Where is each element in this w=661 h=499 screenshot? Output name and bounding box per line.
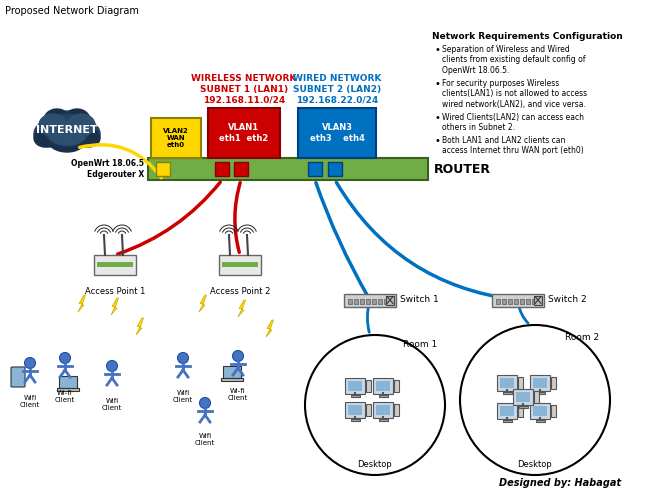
Polygon shape — [266, 320, 274, 337]
FancyBboxPatch shape — [532, 298, 536, 303]
Polygon shape — [238, 300, 245, 317]
Text: ROUTER: ROUTER — [434, 163, 491, 176]
Text: Switch 2: Switch 2 — [548, 295, 586, 304]
FancyBboxPatch shape — [497, 375, 517, 391]
FancyBboxPatch shape — [500, 378, 514, 388]
FancyBboxPatch shape — [518, 406, 527, 408]
Text: Proposed Network Diagram: Proposed Network Diagram — [5, 6, 139, 16]
FancyBboxPatch shape — [219, 255, 261, 275]
FancyBboxPatch shape — [59, 376, 77, 388]
FancyBboxPatch shape — [360, 298, 364, 303]
FancyBboxPatch shape — [234, 162, 248, 176]
FancyBboxPatch shape — [350, 395, 360, 397]
Circle shape — [59, 352, 71, 363]
Text: WIRELESS NETWORK
SUBNET 1 (LAN1)
192.168.11.0/24: WIRELESS NETWORK SUBNET 1 (LAN1) 192.168… — [191, 74, 297, 104]
FancyBboxPatch shape — [354, 298, 358, 303]
FancyBboxPatch shape — [534, 391, 539, 403]
FancyBboxPatch shape — [551, 405, 557, 417]
Ellipse shape — [39, 114, 67, 136]
Polygon shape — [199, 295, 206, 312]
FancyBboxPatch shape — [156, 162, 170, 176]
Text: Both LAN1 and LAN2 clients can
access Internet thru WAN port (eth0): Both LAN1 and LAN2 clients can access In… — [442, 136, 584, 155]
FancyBboxPatch shape — [516, 392, 530, 402]
FancyBboxPatch shape — [497, 403, 517, 419]
FancyBboxPatch shape — [222, 262, 258, 267]
FancyBboxPatch shape — [373, 378, 393, 394]
FancyBboxPatch shape — [533, 378, 547, 388]
FancyBboxPatch shape — [372, 298, 376, 303]
Text: •: • — [434, 136, 440, 146]
FancyBboxPatch shape — [386, 295, 394, 304]
Ellipse shape — [67, 114, 95, 136]
FancyBboxPatch shape — [502, 298, 506, 303]
FancyBboxPatch shape — [308, 162, 322, 176]
Text: Access Point 1: Access Point 1 — [85, 287, 145, 296]
Text: Wired Clients(LAN2) can access each
others in Subnet 2.: Wired Clients(LAN2) can access each othe… — [442, 113, 584, 132]
Text: Room 1: Room 1 — [403, 340, 437, 349]
FancyBboxPatch shape — [508, 298, 512, 303]
FancyBboxPatch shape — [520, 298, 524, 303]
Circle shape — [24, 357, 36, 368]
FancyBboxPatch shape — [11, 367, 25, 387]
FancyBboxPatch shape — [376, 405, 390, 415]
Ellipse shape — [70, 121, 100, 147]
FancyBboxPatch shape — [384, 298, 388, 303]
Ellipse shape — [34, 121, 64, 147]
Text: Access Point 2: Access Point 2 — [210, 287, 270, 296]
FancyBboxPatch shape — [223, 366, 241, 378]
FancyBboxPatch shape — [348, 381, 362, 391]
FancyBboxPatch shape — [533, 406, 547, 416]
FancyBboxPatch shape — [513, 389, 533, 405]
Ellipse shape — [41, 111, 93, 149]
FancyBboxPatch shape — [345, 402, 365, 418]
FancyBboxPatch shape — [376, 381, 390, 391]
Text: Room 2: Room 2 — [565, 333, 599, 342]
Text: Desktop: Desktop — [518, 460, 553, 469]
FancyBboxPatch shape — [97, 262, 133, 267]
Polygon shape — [136, 318, 143, 335]
FancyBboxPatch shape — [496, 298, 500, 303]
Text: INTERNET: INTERNET — [36, 125, 98, 135]
FancyBboxPatch shape — [492, 293, 544, 306]
FancyBboxPatch shape — [57, 388, 79, 391]
Text: Wi-fi
Client: Wi-fi Client — [228, 388, 248, 401]
FancyBboxPatch shape — [348, 405, 362, 415]
FancyBboxPatch shape — [344, 293, 396, 306]
Text: Designed by: Habagat: Designed by: Habagat — [499, 478, 621, 488]
Text: Separation of Wireless and Wired
clients from existing default config of
OpenWrt: Separation of Wireless and Wired clients… — [442, 45, 586, 75]
FancyBboxPatch shape — [215, 162, 229, 176]
Text: •: • — [434, 113, 440, 123]
FancyBboxPatch shape — [148, 158, 428, 180]
FancyBboxPatch shape — [348, 298, 352, 303]
Text: For security purposes Wireless
clients(LAN1) is not allowed to access
wired netw: For security purposes Wireless clients(L… — [442, 79, 587, 109]
FancyBboxPatch shape — [518, 405, 524, 417]
Circle shape — [233, 350, 243, 361]
FancyBboxPatch shape — [535, 420, 545, 422]
Text: Wifi
Client: Wifi Client — [20, 395, 40, 408]
Text: VLAN3
eth3    eth4: VLAN3 eth3 eth4 — [309, 123, 364, 143]
FancyBboxPatch shape — [535, 392, 545, 394]
FancyBboxPatch shape — [518, 377, 524, 389]
Text: •: • — [434, 45, 440, 55]
FancyBboxPatch shape — [366, 404, 371, 416]
Ellipse shape — [48, 128, 86, 152]
FancyBboxPatch shape — [345, 378, 365, 394]
Text: VLAN1
eth1  eth2: VLAN1 eth1 eth2 — [219, 123, 268, 143]
Text: OpenWrt 18.06.5
Edgerouter X: OpenWrt 18.06.5 Edgerouter X — [71, 159, 144, 179]
Circle shape — [178, 352, 188, 363]
FancyBboxPatch shape — [298, 108, 376, 158]
Text: •: • — [434, 79, 440, 89]
Ellipse shape — [49, 125, 85, 145]
Text: Network Requirements Configuration: Network Requirements Configuration — [432, 32, 623, 41]
Text: Wifi
Client: Wifi Client — [195, 433, 215, 446]
Ellipse shape — [64, 109, 90, 131]
Text: Wifi
Client: Wifi Client — [102, 398, 122, 411]
FancyBboxPatch shape — [500, 406, 514, 416]
FancyBboxPatch shape — [514, 298, 518, 303]
Polygon shape — [78, 295, 85, 312]
FancyBboxPatch shape — [530, 375, 550, 391]
Ellipse shape — [34, 129, 56, 147]
FancyBboxPatch shape — [379, 395, 387, 397]
FancyBboxPatch shape — [350, 419, 360, 421]
FancyBboxPatch shape — [221, 378, 243, 381]
